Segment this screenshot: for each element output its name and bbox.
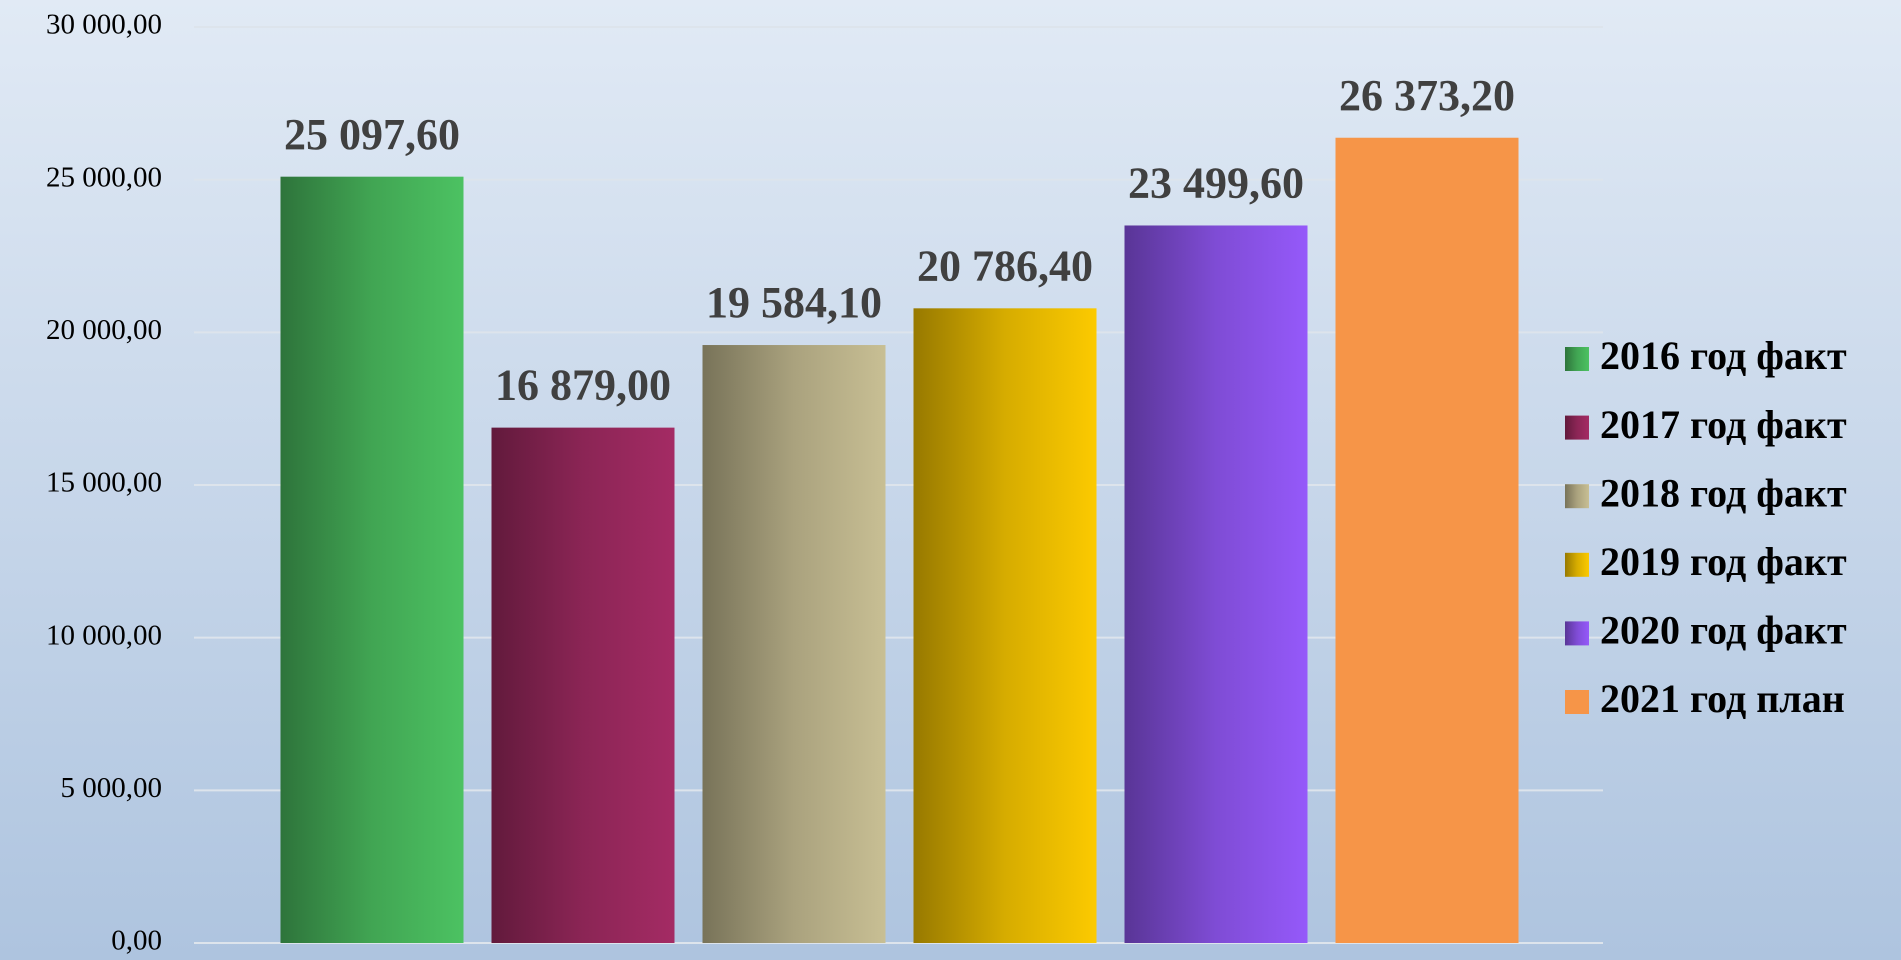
value-label: 20 786,40 [917,241,1093,290]
bar [1335,137,1519,944]
value-label: 26 373,20 [1339,71,1515,120]
legend-swatch [1565,347,1589,371]
legend-swatch [1565,552,1589,577]
legend-swatch [1565,621,1589,646]
y-tick-label: 10 000,00 [46,619,162,651]
y-tick-label: 25 000,00 [46,161,162,193]
legend-label: 2017 год факт [1600,402,1847,447]
legend-label: 2018 год факт [1600,470,1847,515]
y-tick-label: 5 000,00 [61,772,163,804]
bar [491,427,675,943]
legend-label: 2020 год факт [1600,608,1847,653]
value-label: 16 879,00 [495,361,671,410]
value-label: 25 097,60 [284,110,460,159]
bar [913,308,1097,944]
value-label: 19 584,10 [706,278,882,327]
bar [1124,225,1308,943]
legend-label: 2016 год факт [1600,333,1847,378]
y-tick-label: 30 000,00 [46,9,162,41]
bar [702,345,886,944]
y-tick-label: 15 000,00 [46,467,162,499]
bar [280,176,464,943]
legend-label: 2019 год факт [1600,539,1847,584]
legend-swatch [1565,415,1589,440]
legend-label: 2021 год план [1600,676,1845,721]
y-tick-label: 20 000,00 [46,314,162,346]
value-label: 23 499,60 [1128,159,1304,208]
y-tick-label: 0,00 [111,925,162,957]
legend-swatch [1565,690,1589,714]
legend-swatch [1565,484,1589,509]
